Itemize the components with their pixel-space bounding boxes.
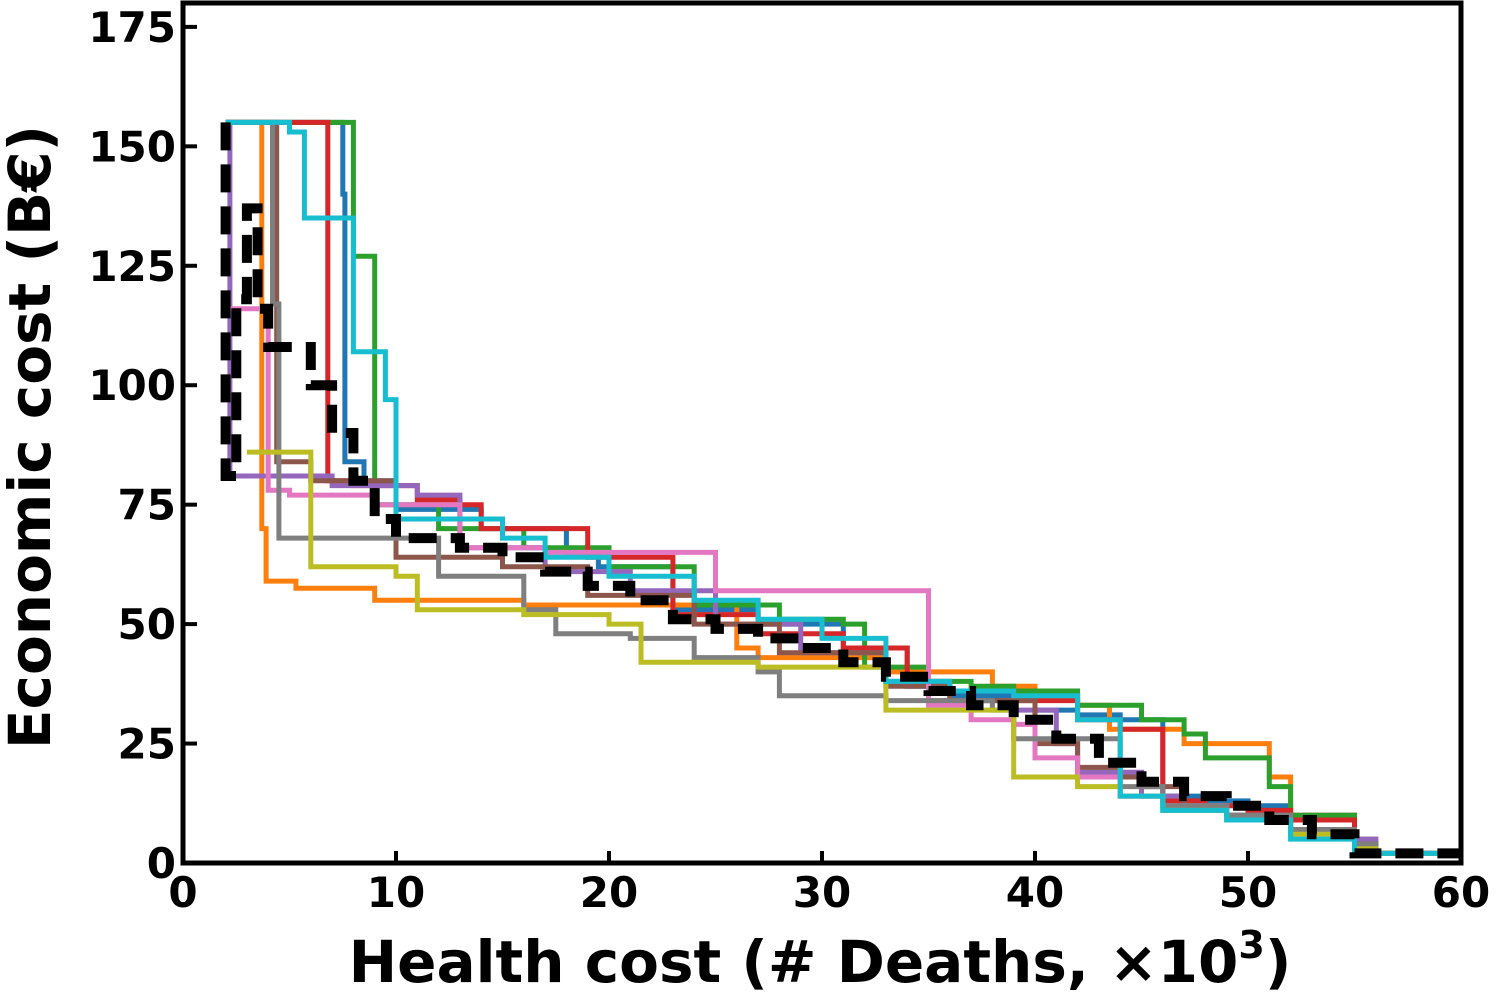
x-tick-label: 10 — [367, 868, 425, 917]
y-axis-label: Economic cost (B€) — [0, 125, 64, 749]
x-axis-label-close: ) — [1265, 928, 1292, 996]
x-axis-label-main: Health cost (# Deaths, ×10 — [349, 928, 1239, 996]
series-line-2 — [225, 119, 1461, 856]
y-tick-label: 100 — [88, 361, 176, 410]
series-line-10 — [225, 119, 1461, 856]
series-layer — [220, 119, 1461, 859]
x-axis-label: Health cost (# Deaths, ×103) — [349, 923, 1292, 996]
y-tick-label: 25 — [118, 720, 176, 769]
series-line-5 — [225, 119, 1461, 856]
x-tick-label: 40 — [1006, 868, 1064, 917]
y-tick-label: 175 — [88, 3, 176, 52]
y-tick-label: 75 — [118, 481, 176, 530]
series-line-mean — [220, 122, 1461, 859]
y-tick-label: 150 — [88, 122, 176, 171]
axes-layer: 0 10 20 30 40 50 60 0 25 50 75 100 125 150 175 — [88, 0, 1490, 917]
x-tick-label: 0 — [168, 868, 197, 917]
x-tick-label: 50 — [1219, 868, 1277, 917]
x-tick-label: 60 — [1432, 868, 1490, 917]
x-axis-label-exponent: 3 — [1238, 923, 1264, 967]
x-tick-label: 30 — [793, 868, 851, 917]
x-tick-label: 20 — [580, 868, 638, 917]
y-tick-label: 0 — [147, 839, 176, 888]
series-line-7 — [225, 306, 1461, 856]
y-tick-label: 125 — [88, 242, 176, 291]
y-tick-label: 50 — [118, 600, 176, 649]
